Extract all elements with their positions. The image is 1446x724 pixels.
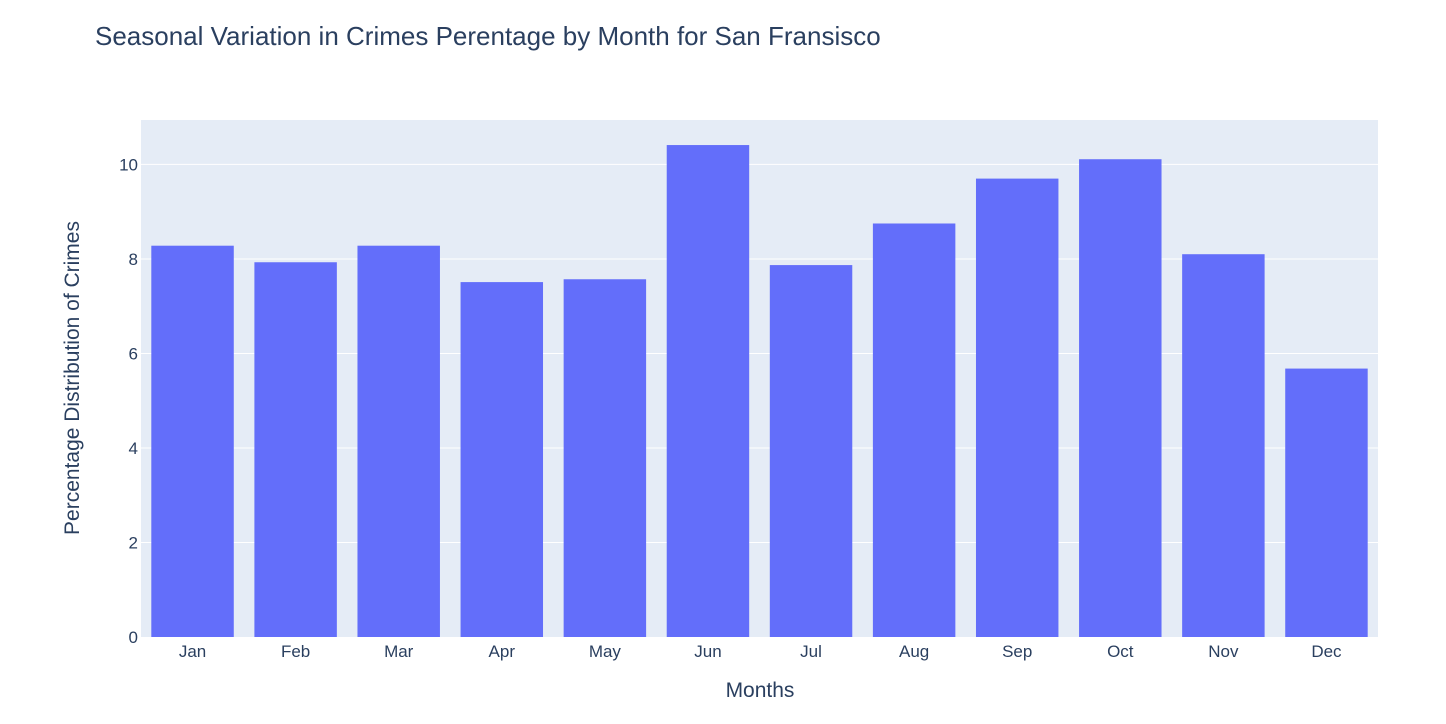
y-tick-label: 8	[129, 250, 138, 269]
x-tick-label: Jul	[800, 642, 822, 661]
bar-feb[interactable]	[254, 262, 337, 637]
x-tick-label: Dec	[1311, 642, 1342, 661]
y-tick-label: 6	[129, 344, 138, 363]
y-tick-label: 0	[129, 628, 138, 647]
gridlines	[141, 163, 1378, 543]
y-tick-label: 10	[119, 155, 138, 174]
x-tick-label: Oct	[1107, 642, 1134, 661]
x-axis-ticks: Jan Feb Mar Apr May Jun Jul Aug Sep Oct Nov Dec	[179, 642, 1342, 661]
y-axis-title: Percentage Distribution of Crimes	[61, 221, 84, 535]
bar-sep[interactable]	[975, 178, 1059, 637]
bar-nov[interactable]	[1182, 254, 1265, 637]
bar-mar[interactable]	[357, 245, 440, 637]
x-tick-label: Mar	[384, 642, 414, 661]
plot-area	[141, 120, 1378, 637]
x-tick-label: May	[589, 642, 622, 661]
bars	[151, 145, 1368, 638]
bar-may[interactable]	[563, 279, 647, 637]
x-tick-label: Apr	[489, 642, 516, 661]
bar-aug[interactable]	[872, 223, 956, 638]
x-tick-label: Aug	[899, 642, 929, 661]
bar-oct[interactable]	[1079, 159, 1162, 638]
bar-jan[interactable]	[151, 245, 234, 637]
x-tick-label: Nov	[1208, 642, 1239, 661]
y-axis-ticks: 0 2 4 6 8 10	[119, 155, 138, 647]
x-tick-label: Sep	[1002, 642, 1032, 661]
bar-jun[interactable]	[666, 145, 750, 637]
y-tick-label: 4	[129, 439, 138, 458]
x-tick-label: Feb	[281, 642, 310, 661]
bar-dec[interactable]	[1285, 368, 1368, 637]
bar-apr[interactable]	[460, 282, 544, 637]
x-axis-title: Months	[726, 679, 795, 702]
y-tick-label: 2	[129, 533, 138, 552]
bar-jul[interactable]	[769, 265, 853, 637]
x-tick-label: Jan	[179, 642, 206, 661]
x-tick-label: Jun	[694, 642, 721, 661]
chart-title: Seasonal Variation in Crimes Perentage b…	[95, 21, 881, 51]
